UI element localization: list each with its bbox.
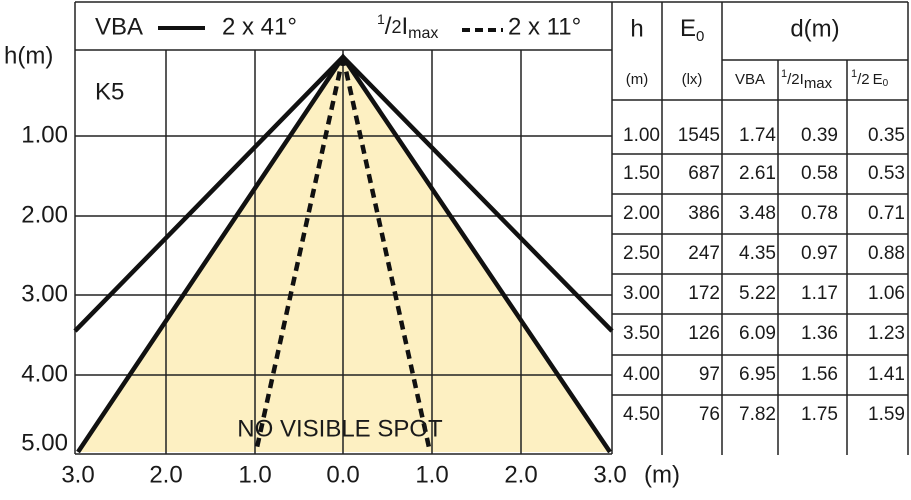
table-cell: 0.71: [868, 203, 905, 224]
table-cell: 0.97: [801, 243, 838, 264]
beam-area: [78, 57, 610, 452]
x-label: 1.0: [238, 461, 271, 488]
table-cell: 1.59: [868, 404, 905, 425]
table-cell: 2.00: [623, 203, 660, 224]
legend-imax: 1/2Imax: [377, 11, 438, 43]
x-label: 3.0: [61, 461, 94, 488]
table-cell: 1545: [678, 125, 720, 146]
table-cell: 4.00: [623, 364, 660, 385]
y-label: 4.00: [21, 360, 68, 387]
table-cell: 4.50: [623, 404, 660, 425]
table-cell: 7.82: [739, 404, 776, 425]
table-cell: 1.23: [868, 323, 905, 344]
x-label: 2.0: [149, 461, 182, 488]
tag: K5: [95, 78, 124, 105]
table-frame: [612, 2, 909, 455]
table-cell: 1.56: [801, 364, 838, 385]
table-cell: 0.53: [868, 163, 905, 184]
table-cell: 0.35: [868, 125, 905, 146]
table-cell: 172: [688, 283, 720, 304]
y-label: 3.00: [21, 280, 68, 307]
legend-vba-angle: 2 x 41°: [222, 13, 297, 40]
table-cell: 2.50: [623, 243, 660, 264]
unit-e: (lx): [682, 71, 703, 88]
legend-vba: VBA: [95, 13, 143, 40]
table-cell: 0.88: [868, 243, 905, 264]
table-cell: 0.58: [801, 163, 838, 184]
table-cell: 3.48: [739, 203, 776, 224]
table-cell: 1.41: [868, 364, 905, 385]
table-cell: 126: [688, 323, 720, 344]
header-e: E0: [680, 15, 704, 45]
y-label: 1.00: [21, 121, 68, 148]
table-cell: 1.06: [868, 283, 905, 304]
y-label: 2.00: [21, 201, 68, 228]
table-cell: 687: [688, 163, 720, 184]
table-cell: 0.78: [801, 203, 838, 224]
header-d: d(m): [790, 15, 839, 42]
table-cell: 1.50: [623, 163, 660, 184]
table-cell: 6.09: [739, 323, 776, 344]
note: NO VISIBLE SPOT: [237, 415, 443, 442]
header-h: h: [630, 15, 643, 42]
beam-lines: [73, 52, 614, 454]
table-cell: 386: [688, 203, 720, 224]
table-cell: 247: [688, 243, 720, 264]
table-cell: 4.35: [739, 243, 776, 264]
grid: [74, 1, 908, 455]
table-cell: 1.00: [623, 125, 660, 146]
table-cell: 1.75: [801, 404, 838, 425]
table-cell: 0.39: [801, 125, 838, 146]
y-title: h(m): [4, 42, 53, 69]
unit-imax: 1/2Imax: [781, 68, 833, 92]
unit-vba: VBA: [735, 71, 765, 88]
table-cell: 1.17: [801, 283, 838, 304]
table-cell: 3.00: [623, 283, 660, 304]
x-label: 1.0: [415, 461, 448, 488]
unit-e0: 1/2 E0: [851, 68, 889, 89]
table-cell: 3.50: [623, 323, 660, 344]
unit-h: (m): [626, 71, 649, 88]
table-cell: 6.95: [739, 364, 776, 385]
table-cell: 97: [699, 364, 720, 385]
table-cell: 76: [699, 404, 720, 425]
legend-imax-angle: 2 x 11°: [508, 13, 581, 40]
x-unit: (m): [644, 461, 680, 488]
table-cell: 5.22: [739, 283, 776, 304]
table-cell: 2.61: [739, 163, 776, 184]
x-label: 3.0: [593, 461, 626, 488]
x-label: 0.0: [326, 461, 359, 488]
y-label: 5.00: [21, 429, 68, 456]
x-label: 2.0: [504, 461, 537, 488]
table-cell: 1.36: [801, 323, 838, 344]
table-cell: 1.74: [739, 125, 776, 146]
